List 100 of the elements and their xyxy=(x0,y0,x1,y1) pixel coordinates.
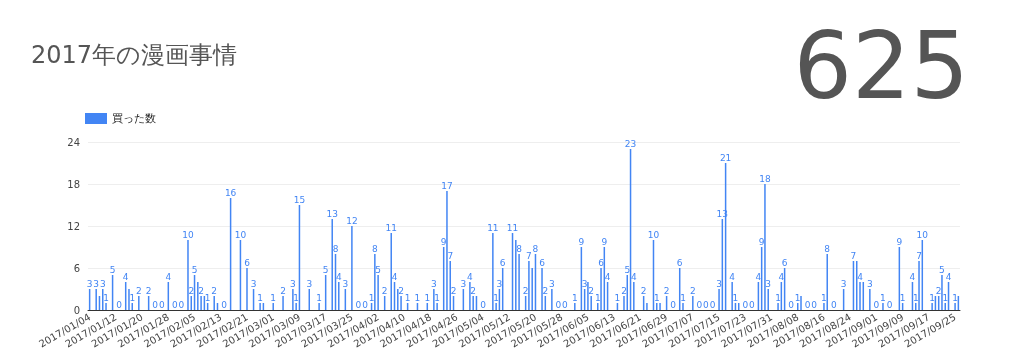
text: 0 xyxy=(709,299,716,310)
text: 0 xyxy=(555,299,562,310)
text: 7 xyxy=(916,250,922,261)
text: 1 xyxy=(293,292,300,303)
text: 2 xyxy=(188,285,195,296)
text: 2 xyxy=(135,285,142,296)
text: 1 xyxy=(316,292,322,303)
text: 13 xyxy=(326,208,338,219)
text: 1 xyxy=(942,292,949,303)
text: 2 xyxy=(588,285,595,296)
text: 1 xyxy=(368,292,375,303)
text: 9 xyxy=(440,236,447,247)
text: 9 xyxy=(758,236,765,247)
text: 2 xyxy=(280,285,286,296)
text: 3 xyxy=(342,278,349,289)
text: 4 xyxy=(165,271,172,282)
text: 8 xyxy=(371,243,378,254)
text: 4 xyxy=(391,271,398,282)
text: 2 xyxy=(381,285,388,296)
text: 6 xyxy=(598,257,604,268)
text: 15 xyxy=(293,194,306,205)
text: 0 xyxy=(221,299,227,310)
text: 0 xyxy=(748,299,755,310)
text: 5 xyxy=(624,264,631,275)
text: 2 xyxy=(398,285,404,296)
text: 5 xyxy=(322,264,329,275)
text: 0 xyxy=(158,299,165,310)
text: 11 xyxy=(487,222,499,233)
text: 1 xyxy=(680,292,686,303)
text: 1 xyxy=(614,292,621,303)
text: 0 xyxy=(152,299,159,310)
text: 6 xyxy=(676,257,683,268)
text: 0 xyxy=(355,299,362,310)
text: 1 xyxy=(899,292,906,303)
text: 2 xyxy=(542,285,549,296)
text: 7 xyxy=(850,250,857,261)
text: 4 xyxy=(122,271,129,282)
text: 1 xyxy=(493,292,499,303)
text: 0 xyxy=(178,299,185,310)
text: 6 xyxy=(781,257,788,268)
text: 3 xyxy=(86,278,93,289)
text: 11 xyxy=(385,222,397,233)
text: 3 xyxy=(581,278,588,289)
text: 3 xyxy=(99,278,106,289)
text: 2 xyxy=(621,285,627,296)
y-tick-label: 24 xyxy=(67,136,80,148)
text: 3 xyxy=(430,278,437,289)
text: 2 xyxy=(689,285,696,296)
text: 0 xyxy=(804,299,811,310)
chart-title: 2017年の漫画事情 xyxy=(31,41,238,69)
text: 1 xyxy=(414,292,421,303)
text: 0 xyxy=(362,299,368,310)
text: 4 xyxy=(778,271,785,282)
text: 5 xyxy=(191,264,198,275)
text: 9 xyxy=(578,236,585,247)
text: 1 xyxy=(732,292,739,303)
text: 0 xyxy=(703,299,709,310)
text: 1 xyxy=(821,292,827,303)
text: 6 xyxy=(244,257,250,268)
text: 7 xyxy=(447,250,454,261)
text: 0 xyxy=(670,299,677,310)
text: 1 xyxy=(204,292,211,303)
text: 0 xyxy=(788,299,795,310)
text: 2 xyxy=(935,285,942,296)
text: 3 xyxy=(765,278,772,289)
text: 1 xyxy=(404,292,411,303)
y-tick-label: 18 xyxy=(67,178,80,190)
text: 1 xyxy=(257,292,263,303)
text: 4 xyxy=(729,271,736,282)
text: 10 xyxy=(182,229,194,240)
text: 12 xyxy=(346,215,358,226)
text: 17 xyxy=(441,180,453,191)
text: 7 xyxy=(526,250,532,261)
text: 10 xyxy=(916,229,929,240)
text: 1 xyxy=(653,292,660,303)
text: 1 xyxy=(270,292,277,303)
text: 2 xyxy=(470,285,477,296)
text: 4 xyxy=(604,271,611,282)
text: 2 xyxy=(450,285,457,296)
text: 3 xyxy=(716,278,722,289)
text: 3 xyxy=(93,278,100,289)
y-tick-label: 12 xyxy=(67,220,80,232)
text: 1 xyxy=(424,292,431,303)
text: 8 xyxy=(332,243,339,254)
text: 3 xyxy=(840,278,847,289)
text: 0 xyxy=(562,299,568,310)
text: 8 xyxy=(532,243,539,254)
text: 3 xyxy=(866,278,873,289)
text: 8 xyxy=(516,243,522,254)
text: 2 xyxy=(198,285,204,296)
text: 6 xyxy=(539,257,545,268)
text: 1 xyxy=(912,292,919,303)
text: 2 xyxy=(522,285,529,296)
text: 625 xyxy=(793,12,970,120)
text: 2 xyxy=(640,285,647,296)
legend-label: 買った数 xyxy=(112,112,156,125)
text: 0 xyxy=(742,299,749,310)
text: 1 xyxy=(103,292,109,303)
text: 8 xyxy=(824,243,831,254)
text: 6 xyxy=(499,257,506,268)
